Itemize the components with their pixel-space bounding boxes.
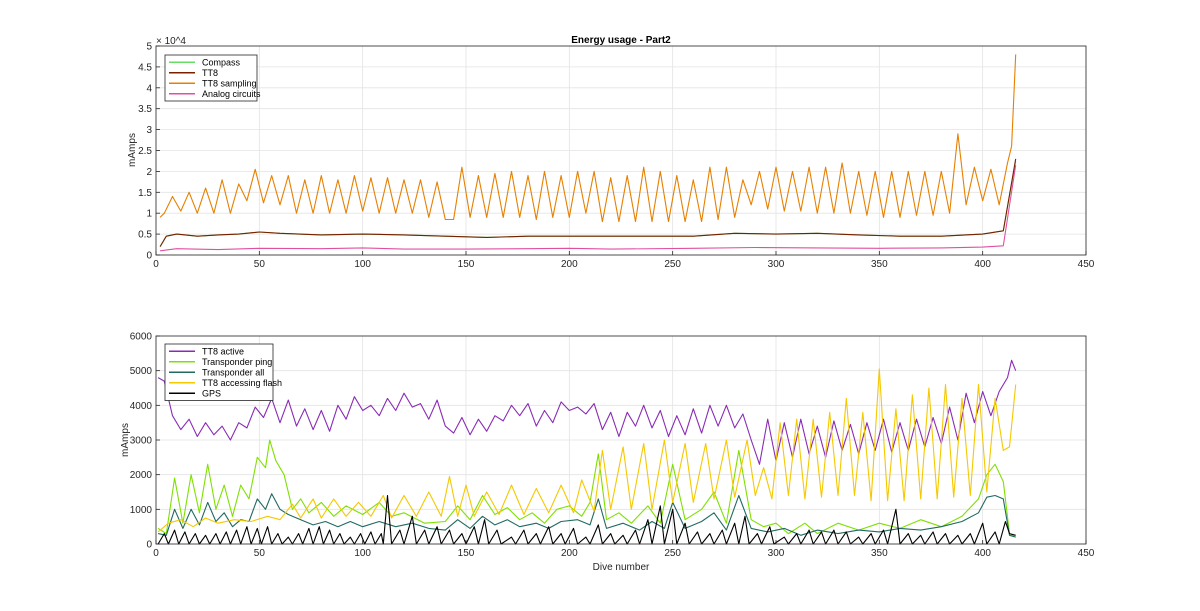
y-tick-label: 1000 [130, 505, 153, 516]
x-tick-label: 300 [768, 548, 785, 559]
series-line-transponder-ping [157, 439, 1016, 538]
top-x-ticks: 0 50 100 150 200 250 300 350 400 450 [153, 251, 1095, 270]
bottom-axes: 0 50 100 150 200 250 300 350 400 450 0 1000 2000 300… [120, 332, 1095, 574]
y-tick-label: 3.5 [138, 104, 152, 115]
x-tick-label: 250 [664, 548, 681, 559]
y-tick-label: 2 [146, 167, 152, 178]
bottom-y-axis-label: mAmps [120, 423, 131, 457]
top-series-lines [159, 54, 1017, 252]
bottom-y-ticks: 0 1000 2000 3000 4000 5000 6000 [130, 332, 160, 551]
series-line-tt8-accessing-flash [157, 368, 1017, 533]
x-tick-label: 400 [974, 259, 991, 270]
legend-label: TT8 sampling [202, 78, 257, 88]
y-tick-label: 3 [146, 125, 152, 136]
x-tick-label: 100 [354, 259, 371, 270]
x-tick-label: 300 [768, 259, 785, 270]
y-tick-label: 0 [146, 251, 152, 262]
y-tick-label: 4 [146, 83, 152, 94]
x-tick-label: 350 [871, 548, 888, 559]
series-line-tt8-sampling [159, 54, 1017, 223]
top-y-ticks: 0 0.5 1 1.5 2 2.5 3 3.5 4 4.5 5 [138, 42, 160, 262]
legend-label: Analog circuits [202, 89, 261, 99]
y-tick-label: 1 [146, 209, 152, 220]
y-tick-label: 6000 [130, 332, 153, 343]
x-tick-label: 400 [974, 548, 991, 559]
x-tick-label: 350 [871, 259, 888, 270]
x-tick-label: 0 [153, 548, 159, 559]
legend-label: Transponder ping [202, 357, 272, 367]
x-tick-label: 450 [1078, 259, 1095, 270]
x-tick-label: 150 [458, 259, 475, 270]
top-axes: 0 50 100 150 200 250 300 350 400 450 0 0.5 1 1.5 2 2.5… [127, 35, 1095, 270]
top-y-axis-label: mAmps [127, 133, 138, 167]
top-chart-title: Energy usage - Part2 [571, 35, 671, 46]
y-tick-label: 0.5 [138, 230, 152, 241]
series-line-transponder-all [157, 493, 1016, 538]
bottom-x-ticks: 0 50 100 150 200 250 300 350 400 450 [153, 540, 1095, 559]
series-line-analog-circuits [160, 165, 1017, 252]
x-tick-label: 200 [561, 259, 578, 270]
y-tick-label: 2000 [130, 470, 153, 481]
x-tick-label: 450 [1078, 548, 1095, 559]
x-tick-label: 50 [254, 548, 266, 559]
y-tick-label: 5 [146, 42, 152, 53]
x-tick-label: 100 [354, 548, 371, 559]
top-y-exponent-label: × 10^4 [156, 36, 186, 47]
bottom-series-lines [157, 359, 1017, 545]
bottom-x-axis-label: Dive number [593, 562, 650, 573]
series-line-tt8 [159, 158, 1017, 247]
legend-label: GPS [202, 388, 221, 398]
x-tick-label: 150 [458, 548, 475, 559]
series-line-gps [157, 494, 1016, 545]
legend-label: TT8 accessing flash [202, 378, 282, 388]
y-tick-label: 4.5 [138, 62, 152, 73]
legend-label: Transponder all [202, 367, 264, 377]
x-tick-label: 50 [254, 259, 266, 270]
series-line-tt8-active [157, 359, 1017, 465]
legend-label: TT8 active [202, 346, 244, 356]
y-tick-label: 1.5 [138, 188, 152, 199]
y-tick-label: 5000 [130, 366, 153, 377]
legend-label: Compass [202, 57, 241, 67]
y-tick-label: 4000 [130, 401, 153, 412]
legend-label: TT8 [202, 68, 218, 78]
x-tick-label: 200 [561, 548, 578, 559]
x-tick-label: 0 [153, 259, 159, 270]
x-tick-label: 250 [664, 259, 681, 270]
y-tick-label: 3000 [130, 436, 153, 447]
y-tick-label: 2.5 [138, 146, 152, 157]
y-tick-label: 0 [146, 540, 152, 551]
